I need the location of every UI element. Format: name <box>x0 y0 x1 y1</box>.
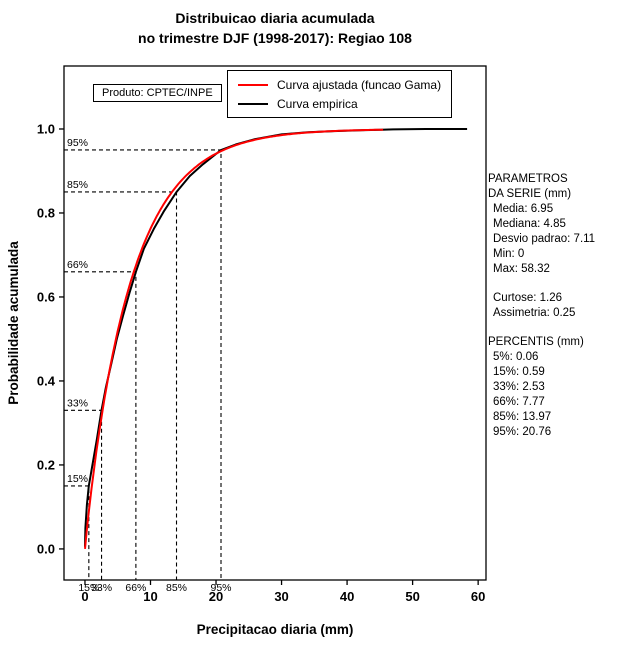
percentile-bottom-label: 85% <box>166 582 187 594</box>
panel-line: 95%: 20.76 <box>493 426 552 438</box>
panel-line: 66%: 7.77 <box>493 396 545 408</box>
panel-spacer <box>488 277 638 291</box>
panel-line: Desvio padrao: 7.11 <box>493 233 596 245</box>
percentile-left-label: 66% <box>67 259 88 271</box>
percentile-left-label: 15% <box>67 473 88 485</box>
x-tick-label: 30 <box>274 589 288 604</box>
y-tick-label: 0.8 <box>37 205 55 220</box>
panel-spacer <box>488 321 638 335</box>
legend-item-empirical: Curva empirica <box>238 94 441 113</box>
chart-title: Distribuicao diaria acumulada no trimest… <box>0 8 550 48</box>
chart-title-line1: Distribuicao diaria acumulada <box>175 10 375 26</box>
chart-title-line2: no trimestre DJF (1998-2017): Regiao 108 <box>138 30 412 46</box>
panel-line: Max: 58.32 <box>493 263 550 275</box>
percentile-bottom-label: 33% <box>91 582 112 594</box>
plot-border <box>63 65 487 581</box>
legend-label-fitted: Curva ajustada (funcao Gama) <box>277 77 442 92</box>
x-tick-label: 50 <box>405 589 419 604</box>
y-tick-label: 0.0 <box>37 541 55 556</box>
x-tick-label: 60 <box>471 589 485 604</box>
percentile-left-label: 85% <box>67 179 88 191</box>
panel-line: Assimetria: 0.25 <box>493 307 576 319</box>
x-tick-label: 0 <box>81 589 88 604</box>
panel-line: Min: 0 <box>493 248 525 260</box>
percentile-left-label: 95% <box>67 137 88 149</box>
percentile-bottom-label: 15% <box>78 582 99 594</box>
y-axis-label: Probabilidade acumulada <box>6 241 21 405</box>
product-label: Produto: CPTEC/INPE <box>102 87 213 99</box>
x-tick-label: 40 <box>340 589 354 604</box>
legend-item-fitted: Curva ajustada (funcao Gama) <box>238 75 441 94</box>
percentile-bottom-label: 66% <box>125 582 146 594</box>
product-box: Produto: CPTEC/INPE <box>93 84 222 102</box>
panel-line: Mediana: 4.85 <box>493 218 566 230</box>
panel-line: Curtose: 1.26 <box>493 292 563 304</box>
percentile-bottom-label: 95% <box>210 582 231 594</box>
series-parameters-panel: PARAMETROS DA SERIE (mm) Media: 6.95 Med… <box>488 172 638 440</box>
y-tick-label: 0.4 <box>37 373 56 388</box>
percentile-guide <box>64 191 178 580</box>
percentile-left-label: 33% <box>67 397 88 409</box>
legend-label-empirical: Curva empirica <box>277 96 358 111</box>
percentile-guide <box>64 409 103 580</box>
fitted-curve-swatch <box>238 83 268 86</box>
x-axis-label: Precipitacao diaria (mm) <box>197 622 354 637</box>
fitted-curve <box>84 128 384 549</box>
panel-header-line2: DA SERIE (mm) <box>488 188 572 200</box>
y-tick-label: 0.2 <box>37 457 55 472</box>
y-tick-label: 1.0 <box>37 121 55 136</box>
y-tick-label: 0.6 <box>37 289 55 304</box>
panel-line: 85%: 13.97 <box>493 411 552 423</box>
x-tick-label: 20 <box>209 589 223 604</box>
panel-line: 15%: 0.59 <box>493 366 545 378</box>
panel-line: 5%: 0.06 <box>493 351 539 363</box>
empirical-curve-swatch <box>238 102 268 105</box>
panel-percentis-header: PERCENTIS (mm) <box>488 336 584 348</box>
panel-line: Media: 6.95 <box>493 203 554 215</box>
x-tick-label: 10 <box>143 589 157 604</box>
panel-line: 33%: 2.53 <box>493 381 545 393</box>
legend: Curva ajustada (funcao Gama) Curva empir… <box>227 70 453 118</box>
panel-header-line1: PARAMETROS <box>488 173 568 185</box>
